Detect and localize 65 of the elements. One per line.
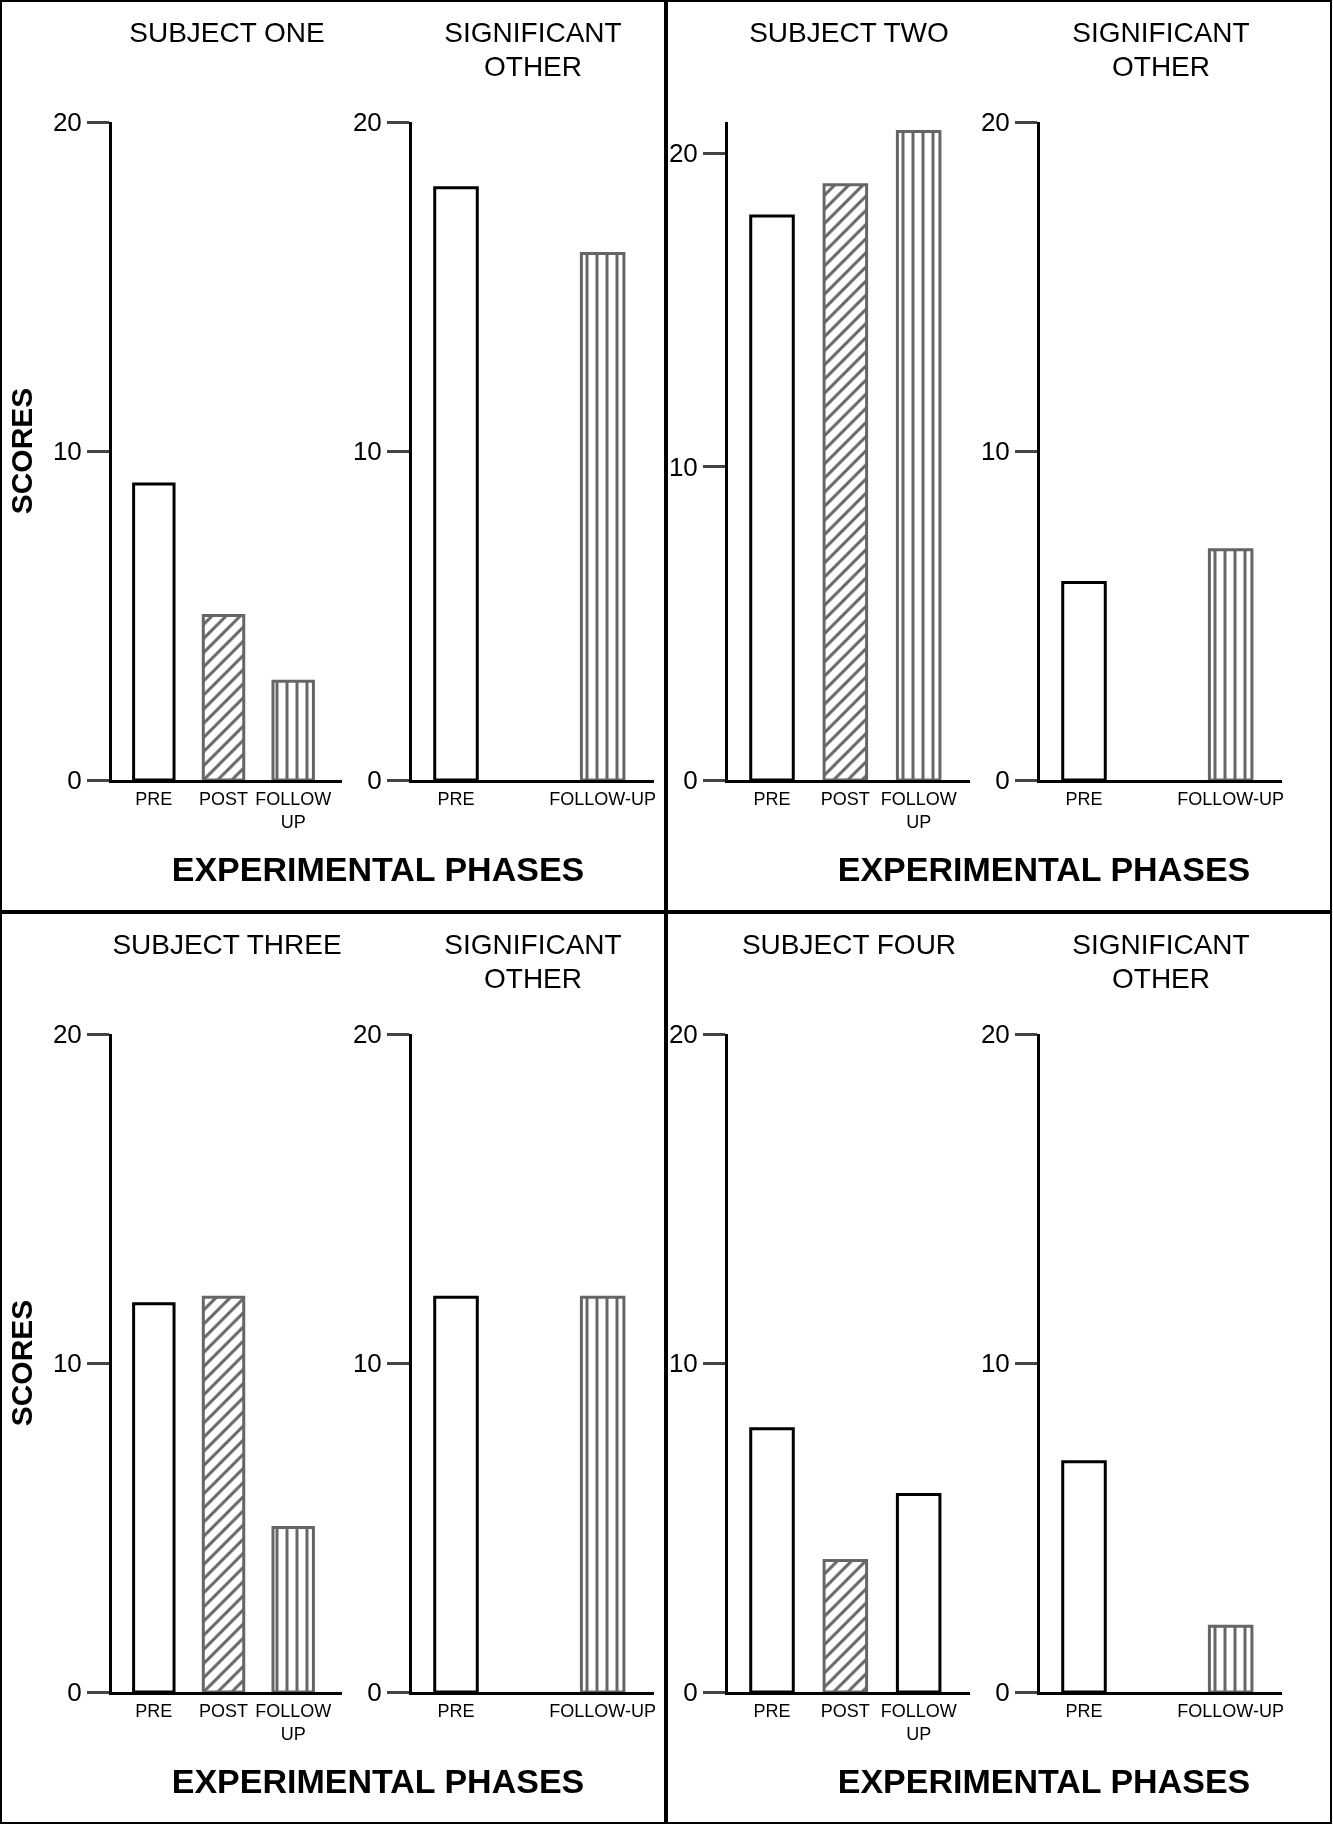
- chart-title: SUBJECT ONE: [128, 16, 326, 50]
- chart-title: SIGNIFICANT OTHER: [443, 928, 623, 996]
- x-tick-label: POST: [199, 1700, 249, 1721]
- x-axis-title: EXPERIMENTAL PHASES: [836, 1762, 1252, 1802]
- chart-title: SIGNIFICANT OTHER: [443, 16, 623, 84]
- x-tick-label: PRE: [1065, 1700, 1103, 1721]
- y-tick-label: 20: [668, 1019, 698, 1050]
- x-tick-label: POST: [820, 1700, 870, 1721]
- y-tick-label: 20: [980, 1019, 1010, 1050]
- chart-title: SUBJECT FOUR: [740, 928, 958, 962]
- y-tick-label: 10: [52, 1348, 82, 1379]
- bar: [271, 1526, 315, 1692]
- y-tick-label: 0: [683, 765, 698, 796]
- x-tick-label: PRE: [437, 788, 475, 809]
- y-tick-label: 20: [52, 107, 82, 138]
- bar: [822, 183, 869, 780]
- x-tick-label: FOLLOW UP: [880, 1700, 957, 1744]
- x-tick-label: FOLLOW-UP: [1177, 788, 1285, 809]
- x-tick-label: PRE: [1065, 788, 1103, 809]
- x-axis-title: EXPERIMENTAL PHASES: [170, 1762, 586, 1802]
- y-tick-label: 0: [367, 1677, 382, 1708]
- bar: [822, 1558, 869, 1692]
- y-tick-label: 20: [52, 1019, 82, 1050]
- x-axis-title: EXPERIMENTAL PHASES: [170, 850, 586, 890]
- y-tick-label: 10: [352, 1348, 382, 1379]
- y-tick-label: 10: [668, 1348, 698, 1379]
- bar: [895, 129, 942, 780]
- y-axis-title: SCORES: [4, 1299, 38, 1427]
- y-tick-label: 10: [668, 451, 698, 482]
- bar: [201, 1295, 246, 1692]
- chart-title: SUBJECT TWO: [748, 16, 950, 50]
- y-axis-title: SCORES: [4, 387, 38, 515]
- x-tick-label: PRE: [753, 1700, 791, 1721]
- x-tick-label: PRE: [437, 1700, 475, 1721]
- y-tick-label: 20: [352, 107, 382, 138]
- y-tick-label: 20: [980, 107, 1010, 138]
- x-tick-label: PRE: [135, 788, 173, 809]
- x-axis-title: EXPERIMENTAL PHASES: [836, 850, 1252, 890]
- x-tick-label: FOLLOW-UP: [549, 788, 657, 809]
- y-tick-label: 10: [352, 436, 382, 467]
- y-tick-label: 10: [980, 1348, 1010, 1379]
- chart-title: SIGNIFICANT OTHER: [1071, 928, 1251, 996]
- x-tick-label: POST: [199, 788, 249, 809]
- chart-title: SIGNIFICANT OTHER: [1071, 16, 1251, 84]
- x-tick-label: FOLLOW-UP: [1177, 1700, 1285, 1721]
- x-tick-label: FOLLOW-UP: [549, 1700, 657, 1721]
- y-tick-label: 0: [67, 765, 82, 796]
- y-tick-label: 0: [67, 1677, 82, 1708]
- x-tick-label: PRE: [135, 1700, 173, 1721]
- y-tick-label: 0: [683, 1677, 698, 1708]
- x-tick-label: FOLLOW UP: [880, 788, 957, 832]
- x-tick-label: POST: [820, 788, 870, 809]
- y-tick-label: 0: [995, 765, 1010, 796]
- x-tick-label: PRE: [753, 788, 791, 809]
- y-tick-label: 20: [668, 138, 698, 169]
- chart-title: SUBJECT THREE: [111, 928, 343, 962]
- y-tick-label: 0: [995, 1677, 1010, 1708]
- y-tick-label: 0: [367, 765, 382, 796]
- x-tick-label: FOLLOW UP: [255, 1700, 332, 1744]
- x-tick-label: FOLLOW UP: [255, 788, 332, 832]
- y-tick-label: 10: [980, 436, 1010, 467]
- bar: [271, 679, 315, 780]
- bar: [201, 614, 246, 780]
- y-tick-label: 10: [52, 436, 82, 467]
- y-tick-label: 20: [352, 1019, 382, 1050]
